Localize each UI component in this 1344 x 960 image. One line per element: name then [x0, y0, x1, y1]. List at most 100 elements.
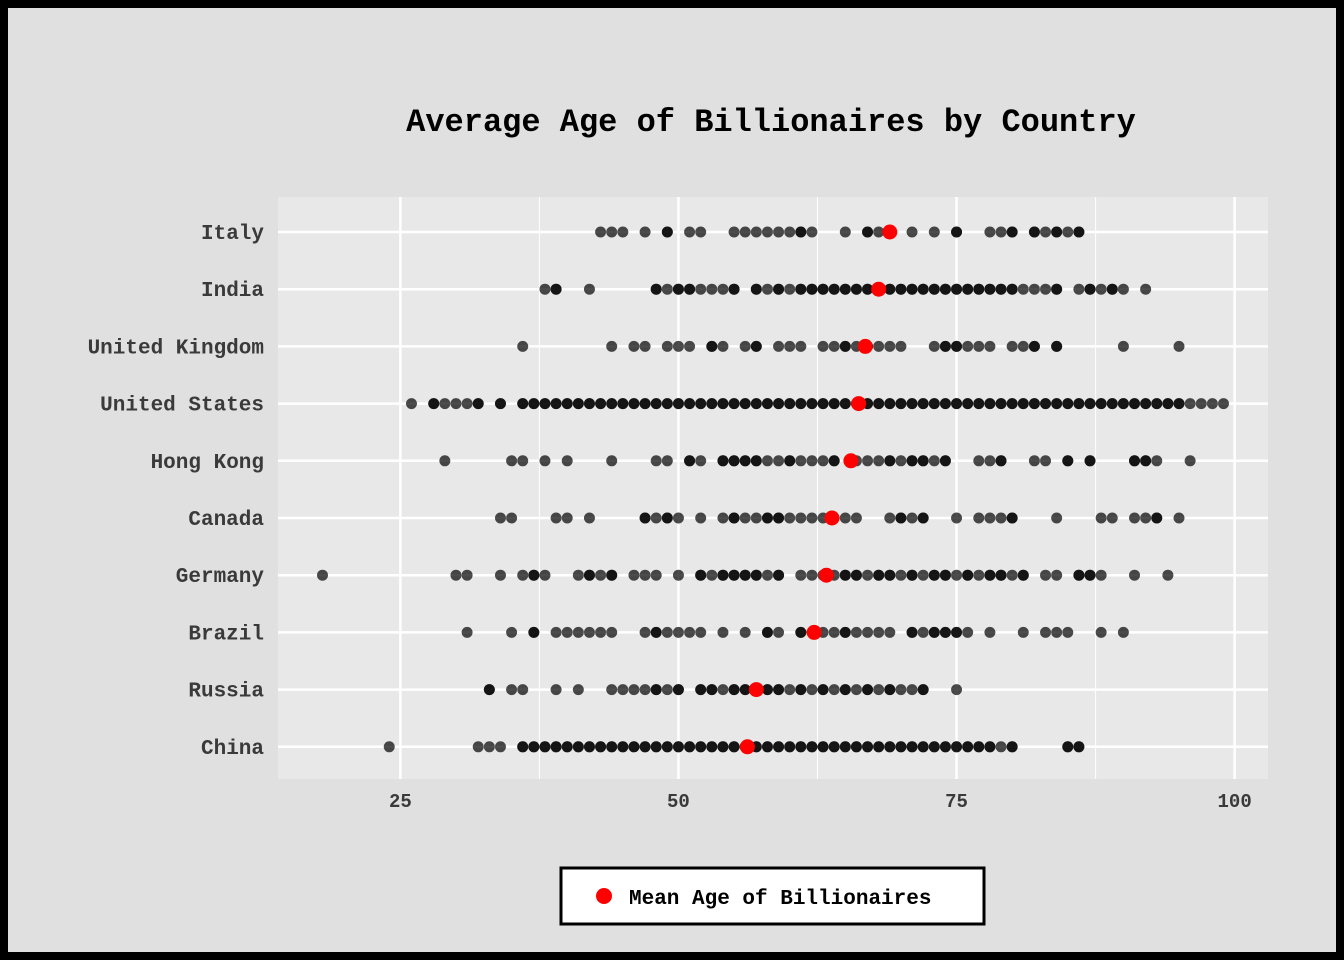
point-china	[650, 741, 662, 753]
point-united-kingdom	[895, 340, 907, 352]
point-germany	[650, 569, 662, 581]
point-germany	[1040, 569, 1052, 581]
point-united-states	[728, 398, 740, 410]
point-brazil	[795, 626, 807, 638]
legend-label: Mean Age of Billionaires	[629, 888, 931, 911]
point-germany	[995, 569, 1007, 581]
point-united-kingdom	[1051, 340, 1063, 352]
point-china	[672, 741, 684, 753]
point-germany	[572, 569, 584, 581]
point-brazil	[984, 626, 996, 638]
point-china	[1073, 741, 1085, 753]
point-united-states	[1106, 398, 1118, 410]
point-united-states	[1062, 398, 1074, 410]
point-italy	[951, 226, 963, 238]
point-brazil	[717, 626, 729, 638]
point-russia	[839, 684, 851, 696]
point-united-kingdom	[873, 340, 885, 352]
point-united-kingdom	[784, 340, 796, 352]
point-brazil	[739, 626, 751, 638]
point-united-states	[1051, 398, 1063, 410]
point-hong-kong	[873, 455, 885, 467]
point-india	[951, 283, 963, 295]
y-tick-label-united-kingdom: United Kingdom	[88, 337, 264, 360]
point-hong-kong	[1140, 455, 1152, 467]
point-india	[684, 283, 696, 295]
point-united-states	[684, 398, 696, 410]
point-india	[1095, 283, 1107, 295]
point-russia	[550, 684, 562, 696]
point-brazil	[1017, 626, 1029, 638]
point-united-states	[428, 398, 440, 410]
point-germany	[906, 569, 918, 581]
point-brazil	[939, 626, 951, 638]
point-canada	[951, 512, 963, 524]
point-china	[773, 741, 785, 753]
point-united-kingdom	[795, 340, 807, 352]
point-india	[962, 283, 974, 295]
point-india	[1051, 283, 1063, 295]
mean-layer	[739, 224, 898, 755]
point-canada	[761, 512, 773, 524]
point-india	[706, 283, 718, 295]
point-italy	[1062, 226, 1074, 238]
point-united-states	[895, 398, 907, 410]
point-hong-kong	[939, 455, 951, 467]
point-russia	[672, 684, 684, 696]
point-germany	[1084, 569, 1096, 581]
point-china	[595, 741, 607, 753]
y-tick-label-hong-kong: Hong Kong	[151, 452, 264, 475]
point-brazil	[506, 626, 518, 638]
point-china	[895, 741, 907, 753]
point-russia	[895, 684, 907, 696]
point-united-kingdom	[1028, 340, 1040, 352]
mean-point-germany	[818, 567, 834, 583]
point-india	[806, 283, 818, 295]
point-canada	[795, 512, 807, 524]
point-united-states	[517, 398, 529, 410]
point-india	[906, 283, 918, 295]
point-united-states	[1117, 398, 1129, 410]
point-brazil	[862, 626, 874, 638]
point-hong-kong	[728, 455, 740, 467]
point-united-states	[1017, 398, 1029, 410]
point-germany	[750, 569, 762, 581]
point-hong-kong	[661, 455, 673, 467]
point-united-kingdom	[706, 340, 718, 352]
point-united-kingdom	[884, 340, 896, 352]
point-china	[706, 741, 718, 753]
mean-point-united-kingdom	[857, 338, 873, 354]
point-hong-kong	[773, 455, 785, 467]
point-india	[1073, 283, 1085, 295]
point-germany	[984, 569, 996, 581]
point-russia	[717, 684, 729, 696]
point-canada	[717, 512, 729, 524]
point-russia	[661, 684, 673, 696]
point-hong-kong	[1062, 455, 1074, 467]
point-united-states	[1006, 398, 1018, 410]
point-canada	[850, 512, 862, 524]
point-canada	[750, 512, 762, 524]
point-brazil	[873, 626, 885, 638]
point-hong-kong	[817, 455, 829, 467]
y-tick-label-united-states: United States	[100, 395, 264, 418]
point-russia	[951, 684, 963, 696]
point-germany	[1051, 569, 1063, 581]
point-canada	[661, 512, 673, 524]
point-hong-kong	[1028, 455, 1040, 467]
point-united-states	[995, 398, 1007, 410]
point-india	[795, 283, 807, 295]
point-russia	[728, 684, 740, 696]
point-hong-kong	[717, 455, 729, 467]
point-italy	[639, 226, 651, 238]
point-germany	[884, 569, 896, 581]
point-china	[517, 741, 529, 753]
point-china	[784, 741, 796, 753]
point-russia	[650, 684, 662, 696]
point-brazil	[917, 626, 929, 638]
point-hong-kong	[439, 455, 451, 467]
point-canada	[917, 512, 929, 524]
point-canada	[639, 512, 651, 524]
point-united-states	[1140, 398, 1152, 410]
mean-point-russia	[748, 682, 764, 698]
